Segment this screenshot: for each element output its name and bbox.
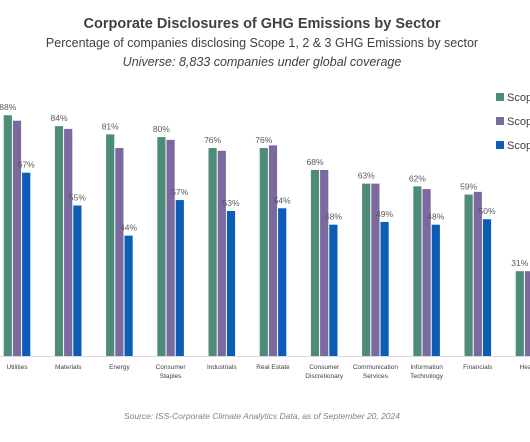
bar-series-1 bbox=[54, 126, 64, 357]
legend-swatch bbox=[496, 117, 504, 125]
legend-swatch bbox=[496, 141, 504, 149]
bar-series-2 bbox=[166, 139, 175, 356]
bar-series-1 bbox=[157, 137, 166, 356]
bar-series-1 bbox=[259, 148, 268, 356]
x-tick-label: Utilities bbox=[7, 364, 29, 371]
bar-series-2 bbox=[524, 271, 530, 356]
data-label: 53% bbox=[222, 198, 239, 208]
bar-series-1 bbox=[208, 148, 217, 356]
bar-series-3 bbox=[329, 224, 338, 356]
x-tick-label: Communication bbox=[353, 364, 399, 371]
bar-series-1 bbox=[106, 134, 115, 356]
data-label: 62% bbox=[409, 173, 426, 183]
bar-series-3 bbox=[482, 219, 492, 356]
bar-series-2 bbox=[12, 120, 22, 356]
bar-series-1 bbox=[464, 194, 473, 356]
data-label: 50% bbox=[478, 206, 495, 216]
bar-series-3 bbox=[226, 210, 236, 356]
bar-series-3 bbox=[73, 205, 82, 356]
bar-series-2 bbox=[115, 148, 124, 356]
chart-title: Corporate Disclosures of GHG Emissions b… bbox=[84, 16, 441, 32]
legend-label: Scope bbox=[507, 140, 530, 152]
data-label: 48% bbox=[427, 212, 444, 222]
bar-series-3 bbox=[380, 221, 389, 356]
chart-subtitle: Percentage of companies disclosing Scope… bbox=[46, 36, 478, 50]
plot-area: 88% 67% Utilities 84% 55% Materials 81% 44% Ener… bbox=[0, 102, 530, 380]
x-tick-label: Health bbox=[520, 364, 530, 371]
chart-universe-note: Universe: 8,833 companies under global c… bbox=[123, 55, 402, 69]
bar-series-2 bbox=[371, 183, 380, 356]
data-label: 76% bbox=[204, 135, 221, 145]
bar-series-1 bbox=[3, 115, 12, 357]
bar-series-2 bbox=[320, 169, 329, 356]
data-label: 57% bbox=[171, 187, 188, 197]
bar-series-1 bbox=[413, 186, 422, 356]
data-label: 88% bbox=[0, 102, 17, 112]
data-label: 68% bbox=[306, 157, 323, 167]
bar-series-2 bbox=[268, 145, 278, 356]
bar-series-2 bbox=[422, 189, 431, 356]
x-tick-label: Consumer bbox=[156, 364, 187, 371]
x-tick-label: Technology bbox=[410, 373, 444, 380]
data-label: 67% bbox=[18, 160, 35, 170]
bar-series-2 bbox=[64, 128, 73, 356]
bar-series-3 bbox=[124, 235, 133, 356]
bar-series-3 bbox=[22, 172, 31, 356]
chart-source: Source: ISS-Corporate Climate Analytics … bbox=[124, 411, 400, 421]
data-label: 80% bbox=[153, 124, 170, 134]
data-label: 59% bbox=[460, 182, 477, 192]
data-label: 31% bbox=[511, 258, 528, 268]
bar-series-2 bbox=[217, 150, 226, 356]
x-tick-label: Financials bbox=[463, 364, 493, 371]
data-label: 76% bbox=[255, 135, 272, 145]
data-label: 54% bbox=[274, 195, 291, 205]
x-tick-label: Staples bbox=[160, 373, 182, 380]
bar-series-3 bbox=[175, 200, 184, 356]
data-label: 49% bbox=[376, 209, 393, 219]
bar-series-3 bbox=[278, 208, 287, 356]
data-label: 44% bbox=[120, 223, 137, 233]
x-tick-label: Consumer bbox=[309, 364, 340, 371]
bar-series-2 bbox=[473, 191, 482, 356]
data-label: 84% bbox=[50, 113, 67, 123]
chart-legend: Scope Scope Scope bbox=[496, 92, 530, 152]
bar-series-1 bbox=[362, 183, 371, 356]
bar-series-3 bbox=[431, 224, 440, 356]
data-label: 81% bbox=[102, 121, 119, 131]
legend-swatch bbox=[496, 93, 504, 101]
legend-label: Scope bbox=[507, 116, 530, 128]
x-tick-label: Services bbox=[363, 373, 389, 380]
x-tick-label: Real Estate bbox=[256, 364, 290, 371]
bar-series-1 bbox=[515, 271, 524, 356]
legend-label: Scope bbox=[507, 92, 530, 104]
data-label: 48% bbox=[325, 212, 342, 222]
x-tick-label: Energy bbox=[109, 364, 130, 371]
data-label: 63% bbox=[358, 171, 375, 181]
x-tick-label: Discretionary bbox=[305, 373, 344, 380]
x-tick-label: Information bbox=[410, 364, 443, 371]
bar-series-1 bbox=[310, 169, 320, 356]
x-tick-label: Industrials bbox=[207, 364, 237, 371]
data-label: 55% bbox=[69, 193, 86, 203]
x-tick-label: Materials bbox=[55, 364, 82, 371]
